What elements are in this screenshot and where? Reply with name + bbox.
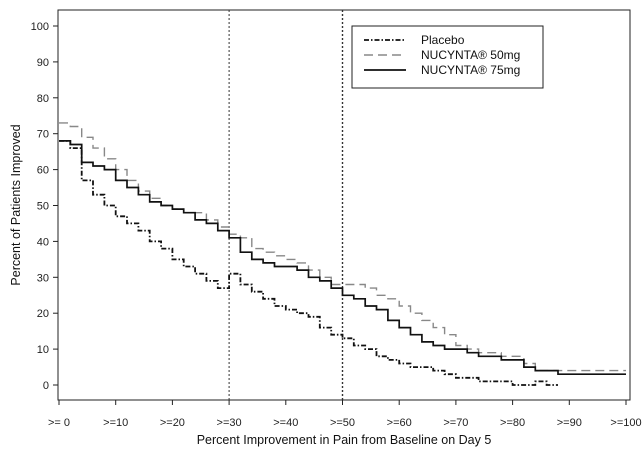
y-tick-label: 30: [37, 272, 49, 284]
series-lines: [59, 122, 626, 386]
y-tick-label: 0: [43, 380, 49, 392]
x-tick-label: >=10: [103, 417, 128, 429]
y-tick-label: 70: [37, 129, 49, 141]
y-tick-label: 40: [37, 236, 49, 248]
x-tick-label: >= 0: [48, 417, 70, 429]
y-tick-label: 90: [37, 57, 49, 69]
y-tick-label: 20: [37, 308, 49, 320]
y-tick-label: 50: [37, 201, 49, 213]
x-tick-label: >=40: [273, 417, 298, 429]
y-tick-label: 80: [37, 93, 49, 105]
y-tick-label: 60: [37, 165, 49, 177]
plot-frame: [57, 9, 631, 401]
x-tick-label: >=60: [387, 417, 412, 429]
x-tick-label: >=20: [160, 417, 185, 429]
legend-box: [351, 25, 544, 89]
series-line-2: [59, 140, 626, 376]
y-tick-label: 100: [31, 21, 49, 33]
x-tick-label: >=100: [610, 417, 641, 429]
y-axis: 0 10 20 30 40 50 60 70 80 90 100: [31, 21, 58, 392]
x-tick-label: >=80: [500, 417, 525, 429]
x-tick-label: >=50: [330, 417, 355, 429]
x-tick-label: >=30: [217, 417, 242, 429]
x-axis-title: Percent Improvement in Pain from Baselin…: [197, 433, 492, 447]
x-tick-label: >=90: [557, 417, 582, 429]
legend-label-2: NUCYNTA® 75mg: [421, 63, 520, 77]
x-tick-label: >=70: [443, 417, 468, 429]
legend-label-1: NUCYNTA® 50mg: [421, 48, 520, 62]
legend-label-0: Placebo: [421, 33, 465, 47]
x-axis: >= 0 >=10 >=20 >=30 >=40 >=50 >=60 >=70 >=80 >=90…: [48, 400, 642, 429]
y-axis-title: Percent of Patients Improved: [9, 124, 23, 285]
series-line-1: [59, 122, 626, 372]
y-tick-label: 10: [37, 344, 49, 356]
